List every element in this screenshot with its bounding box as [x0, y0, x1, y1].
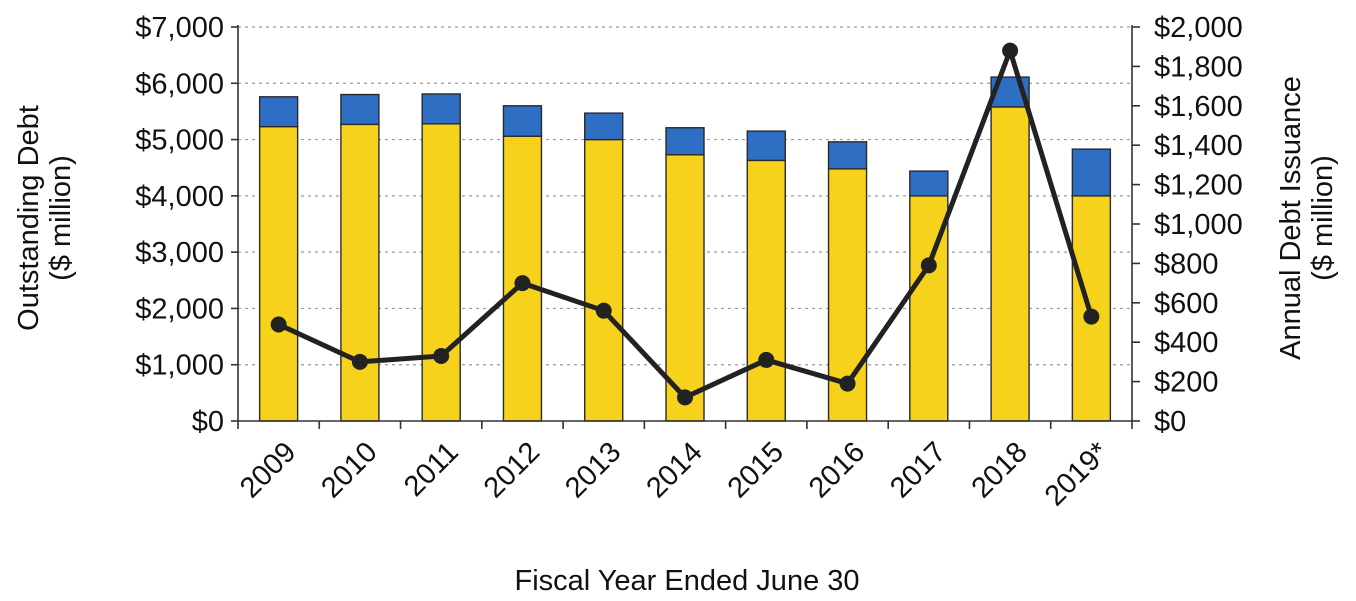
bar-segment-lower	[340, 123, 380, 422]
x-tick-label: 2010	[315, 436, 383, 504]
y-tick-label: $3,000	[135, 237, 224, 269]
bar-segment-lower	[258, 125, 299, 422]
bar-segment-upper	[909, 170, 949, 197]
y2-tick-label: $2,000	[1154, 12, 1243, 44]
y2-tick-label: $1,200	[1154, 170, 1243, 202]
y-tick-label: $7,000	[135, 12, 224, 44]
issuance-point	[1002, 42, 1019, 59]
y-tick-label: $5,000	[135, 125, 224, 157]
y2-tick-label: $600	[1154, 288, 1219, 320]
issuance-point	[270, 316, 287, 333]
bar-segment-lower	[421, 123, 461, 422]
issuance-point	[351, 353, 368, 370]
x-tick-label: 2014	[640, 436, 708, 504]
y2-tick-label: $1,400	[1154, 130, 1243, 162]
y2-tick-label: $1,600	[1154, 91, 1243, 123]
y2-tick-label: $0	[1154, 406, 1186, 438]
bar-segment-upper	[665, 127, 705, 156]
bar-segment-lower	[990, 106, 1030, 422]
axis-title-line: Annual Debt Issuance	[1275, 76, 1307, 360]
issuance-point	[433, 347, 450, 364]
x-tick-label: 2015	[722, 436, 790, 504]
y2-tick-label: $1,000	[1154, 209, 1243, 241]
bar-segment-upper	[421, 93, 461, 125]
y2-tick-label: $800	[1154, 248, 1219, 280]
bar-segment-lower	[584, 138, 624, 422]
issuance-point	[920, 257, 937, 274]
axis-title-line: ($ million)	[45, 155, 77, 281]
axes	[231, 25, 1140, 429]
issuance-line	[270, 42, 1100, 406]
issuance-point	[758, 351, 775, 368]
issuance-point	[1083, 308, 1100, 325]
y-axis-title: Outstanding Debt($ million)	[13, 105, 77, 331]
y-tick-label: $1,000	[135, 350, 224, 382]
bar-segment-upper	[340, 93, 380, 126]
bar-segment-lower	[746, 159, 786, 422]
bar-segment-upper	[1071, 148, 1112, 197]
issuance-point	[514, 275, 531, 292]
x-tick-label: 2019*	[1039, 436, 1115, 512]
x-tick-label: 2017	[884, 436, 952, 504]
bar-segment-upper	[502, 105, 543, 137]
x-tick-label: 2016	[803, 436, 871, 504]
y-tick-label: $2,000	[135, 293, 224, 325]
x-tick-label: 2018	[966, 436, 1034, 504]
issuance-point	[839, 375, 856, 392]
bar-segment-upper	[746, 130, 786, 162]
x-tick-label: 2009	[234, 436, 302, 504]
axis-title-line: ($ million)	[1307, 155, 1339, 281]
issuance-point	[595, 302, 612, 319]
y2-axis-title: Annual Debt Issuance($ million)	[1275, 76, 1339, 360]
y-tick-label: $6,000	[135, 68, 224, 100]
issuance-point	[677, 389, 693, 406]
y-tick-label: $4,000	[135, 181, 224, 213]
axis-title-line: Outstanding Debt	[13, 105, 45, 331]
x-tick-label: 2013	[559, 436, 627, 504]
y2-tick-label: $400	[1154, 327, 1219, 359]
y2-tick-label: $1,800	[1154, 51, 1243, 83]
bar-segment-upper	[258, 96, 299, 128]
x-axis-title: Fiscal Year Ended June 30	[514, 565, 859, 597]
gridlines	[238, 26, 1132, 366]
x-tick-label: 2011	[398, 436, 465, 503]
y2-tick-label: $200	[1154, 367, 1219, 399]
bars	[258, 76, 1112, 422]
y-tick-label: $0	[192, 406, 224, 438]
bar-segment-upper	[584, 112, 624, 141]
x-tick-label: 2012	[478, 436, 546, 504]
bar-segment-upper	[827, 141, 868, 170]
